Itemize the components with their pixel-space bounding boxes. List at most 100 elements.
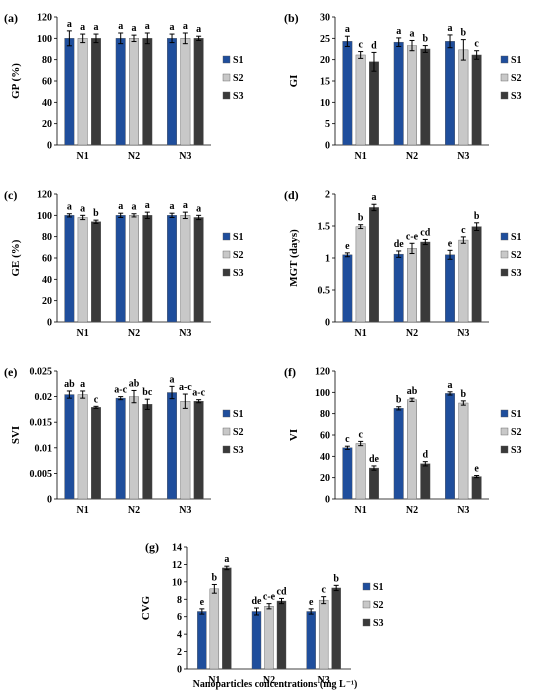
bar-s1 <box>167 215 177 323</box>
bar-s3 <box>420 48 431 146</box>
legend-swatch-s1 <box>500 55 509 64</box>
bar-s3 <box>142 38 153 146</box>
y-tick-label: 1 <box>325 254 330 265</box>
bar-s3 <box>369 207 379 323</box>
significance-letter: a <box>170 201 175 212</box>
legend-label-s1: S1 <box>233 55 244 66</box>
panel-label: (a) <box>4 11 18 25</box>
legend-label-s2: S2 <box>373 600 384 611</box>
bar-s3 <box>193 401 204 500</box>
significance-letter: a <box>118 21 123 32</box>
significance-letter: c <box>358 40 363 51</box>
significance-letter: a <box>132 23 137 34</box>
bar-s2 <box>407 45 417 146</box>
legend-swatch-s2 <box>362 600 371 609</box>
legend-swatch-s2 <box>500 250 509 259</box>
legend-swatch-s2 <box>500 73 509 82</box>
y-tick-label: 0 <box>325 318 330 329</box>
bar-s1 <box>251 611 262 670</box>
y-tick-label: 100 <box>37 211 52 222</box>
bar-s3 <box>222 567 232 670</box>
legend-swatch-s3 <box>222 91 231 100</box>
y-tick-label: 2 <box>177 647 182 658</box>
panel-label: (d) <box>284 188 299 202</box>
significance-letter: c <box>358 429 363 440</box>
x-tick-label: N1 <box>77 151 89 162</box>
legend-label-s2: S2 <box>511 250 522 261</box>
significance-letter: cd <box>420 227 430 238</box>
bar-s2 <box>318 599 329 670</box>
y-tick-label: 60 <box>42 77 52 88</box>
x-tick-label: N1 <box>355 505 367 516</box>
significance-letter: ab <box>64 379 75 390</box>
bar-s1 <box>445 254 455 323</box>
y-tick-label: 60 <box>320 431 330 442</box>
bar-s1 <box>393 408 404 500</box>
y-tick-label: 0.5 <box>318 286 331 297</box>
bar-s1 <box>342 447 353 500</box>
bar-s2 <box>129 396 139 500</box>
significance-letter: b <box>212 572 218 583</box>
bar-s2 <box>180 401 191 500</box>
significance-letter: e <box>309 597 314 608</box>
x-tick-label: N1 <box>77 328 89 339</box>
x-tick-label: N2 <box>406 151 418 162</box>
x-tick-label: N3 <box>457 505 469 516</box>
significance-letter: a <box>224 554 229 565</box>
y-tick-label: 5 <box>325 119 330 130</box>
x-tick-label: N2 <box>128 505 140 516</box>
significance-letter: e <box>474 464 479 475</box>
significance-letter: e <box>200 597 205 608</box>
y-tick-label: 80 <box>320 409 330 420</box>
legend-swatch-s3 <box>500 268 509 277</box>
bar-s2 <box>77 394 88 500</box>
significance-letter: de <box>369 454 380 465</box>
bar-s1 <box>306 611 316 670</box>
significance-letter: a <box>371 192 376 203</box>
y-tick-label: 120 <box>37 13 52 24</box>
bar-s3 <box>193 217 204 323</box>
y-tick-label: 0 <box>325 141 330 152</box>
significance-letter: b <box>461 28 467 39</box>
bar-s3 <box>420 463 431 500</box>
legend-label-s1: S1 <box>511 409 522 420</box>
y-tick-label: 120 <box>37 190 52 201</box>
legend-label-s1: S1 <box>373 582 384 593</box>
y-tick-label: 20 <box>320 55 330 66</box>
significance-letter: a <box>118 201 123 212</box>
x-tick-label: N1 <box>355 328 367 339</box>
significance-letter: a <box>196 24 201 35</box>
y-tick-label: 0.025 <box>30 367 53 378</box>
significance-letter: e <box>345 241 350 252</box>
significance-letter: c <box>321 585 326 596</box>
significance-letter: a <box>183 200 188 211</box>
bar-s2 <box>209 588 220 670</box>
bar-s1 <box>197 611 207 670</box>
bar-s1 <box>342 254 353 323</box>
significance-letter: d <box>423 450 429 461</box>
bar-s3 <box>142 404 153 500</box>
bar-s1 <box>445 41 455 146</box>
significance-letter: a <box>448 380 453 391</box>
bar-s3 <box>331 587 341 670</box>
y-tick-label: 14 <box>172 543 182 554</box>
x-tick-label: N2 <box>128 151 140 162</box>
legend-label-s1: S1 <box>233 409 244 420</box>
bar-s2 <box>458 239 469 323</box>
y-tick-label: 100 <box>315 388 330 399</box>
legend-swatch-s1 <box>362 582 371 591</box>
y-axis-title: CVG <box>140 595 152 620</box>
legend-swatch-s2 <box>500 427 509 436</box>
y-axis-title: MGT (days) <box>288 229 300 287</box>
bar-s1 <box>115 215 126 323</box>
significance-letter: c-e <box>263 592 276 603</box>
y-tick-label: 0.005 <box>30 469 53 480</box>
bar-s3 <box>471 226 482 323</box>
bar-s1 <box>64 38 75 146</box>
y-axis-title: GI <box>288 75 300 88</box>
bar-s3 <box>142 215 153 323</box>
x-tick-label: N2 <box>406 328 418 339</box>
